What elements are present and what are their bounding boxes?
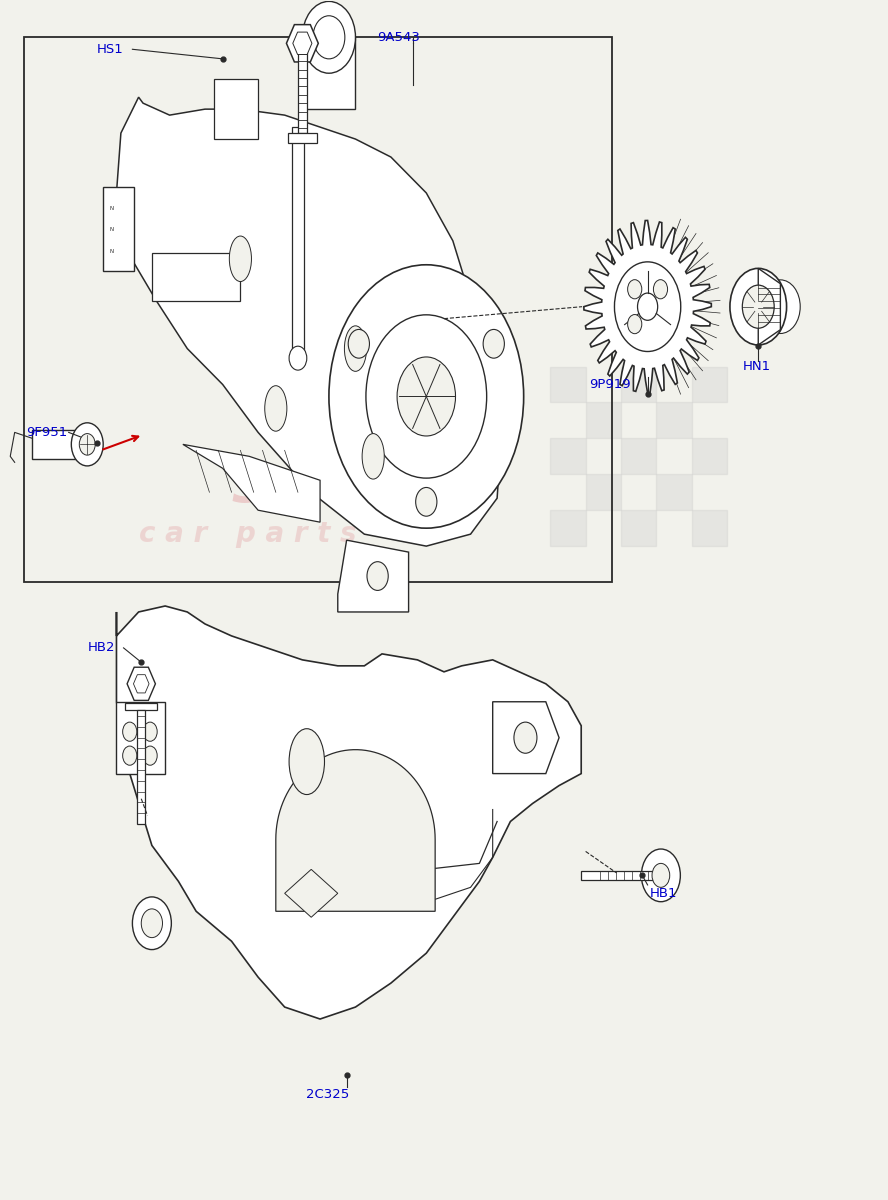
Polygon shape [303,37,355,109]
Polygon shape [293,32,312,54]
Polygon shape [287,25,318,62]
Circle shape [366,314,487,478]
Polygon shape [152,253,241,301]
Bar [551,438,585,474]
Polygon shape [32,430,76,458]
Bar [621,438,656,474]
Ellipse shape [289,728,324,794]
Circle shape [514,722,537,754]
Circle shape [141,908,163,937]
Bar [621,366,656,402]
Bar [656,402,692,438]
Text: HN1: HN1 [743,360,772,373]
Circle shape [313,16,345,59]
Circle shape [143,746,157,766]
Text: HS1: HS1 [97,43,123,55]
Text: N: N [110,248,114,254]
Bar [621,510,656,546]
Polygon shape [116,702,165,774]
Circle shape [329,265,524,528]
Circle shape [132,896,171,949]
Polygon shape [133,674,149,692]
Polygon shape [292,127,304,354]
Text: N: N [110,205,114,211]
Ellipse shape [229,236,251,282]
Polygon shape [116,97,502,546]
Text: 9P919: 9P919 [590,378,631,391]
Ellipse shape [265,385,287,431]
Bar [585,402,621,438]
Text: HB2: HB2 [88,641,115,654]
Polygon shape [758,269,781,344]
Text: c a r   p a r t s: c a r p a r t s [139,520,356,548]
Polygon shape [214,79,258,139]
Bar [551,366,585,402]
Circle shape [123,722,137,742]
Circle shape [483,330,504,358]
Circle shape [289,346,306,370]
Circle shape [367,562,388,590]
Circle shape [397,356,456,436]
Text: 9A543: 9A543 [377,31,421,44]
Text: scuderia: scuderia [232,461,485,512]
Bar [23,37,612,582]
Bar [585,474,621,510]
Text: 2C325: 2C325 [305,1088,349,1100]
Text: HB1: HB1 [649,887,677,900]
Circle shape [143,722,157,742]
Polygon shape [103,187,134,271]
Text: 9F951: 9F951 [26,426,67,439]
Circle shape [628,280,642,299]
Circle shape [614,262,681,352]
Polygon shape [582,870,661,880]
Polygon shape [183,444,320,522]
Text: N: N [110,227,114,233]
Bar [692,510,727,546]
Circle shape [79,433,95,455]
Circle shape [628,314,642,334]
Polygon shape [298,52,306,133]
Bar [692,438,727,474]
Circle shape [654,280,668,299]
Polygon shape [276,750,435,911]
Circle shape [742,286,774,329]
Circle shape [303,1,355,73]
Bar [656,474,692,510]
Bar [551,510,585,546]
Polygon shape [127,667,155,701]
Ellipse shape [362,433,385,479]
Circle shape [348,330,369,358]
Circle shape [638,293,658,320]
Polygon shape [337,540,408,612]
Polygon shape [493,702,559,774]
Polygon shape [285,869,337,917]
Circle shape [641,850,680,901]
Circle shape [416,487,437,516]
Circle shape [123,746,137,766]
Polygon shape [584,221,711,392]
Polygon shape [138,710,146,824]
Polygon shape [289,133,316,143]
Circle shape [760,280,800,334]
Bar [692,366,727,402]
Ellipse shape [345,326,367,371]
Circle shape [652,863,670,887]
Circle shape [730,269,787,344]
Circle shape [71,422,103,466]
Polygon shape [116,606,582,1019]
Polygon shape [125,703,157,710]
